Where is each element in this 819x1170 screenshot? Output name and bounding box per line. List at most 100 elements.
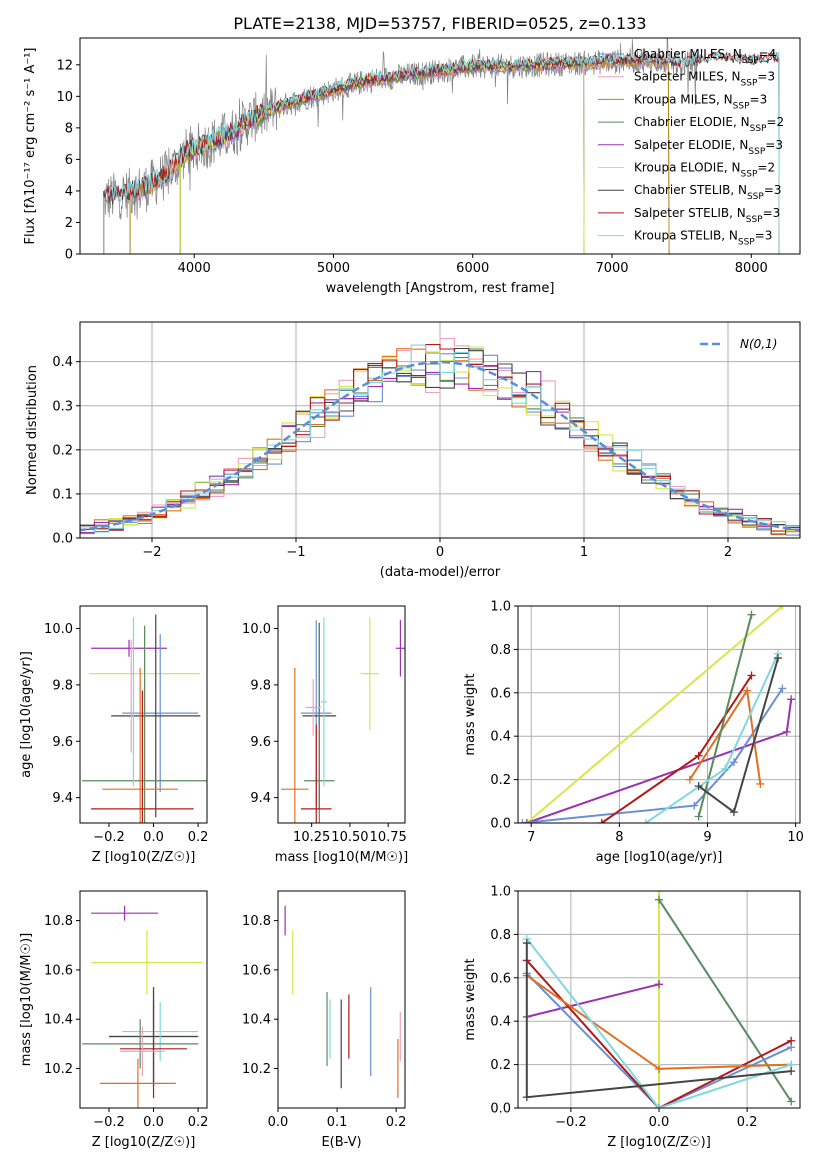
data-point xyxy=(787,695,796,704)
massweight_vs_Z-plot-area xyxy=(522,891,796,1108)
residuals-panel: −2 −1 0 1 2 0.0 0.1 0.2 0.3 0.4 (data-model)/error… xyxy=(25,321,801,580)
y-tick-label: 1.0 xyxy=(490,885,511,900)
x-tick-label: 8000 xyxy=(735,261,768,276)
mass_vs_Z-panel: −0.2 0.0 0.2 10.2 10.4 10.6 10.8 Z [log10(Z/Z☉)… xyxy=(19,890,209,1150)
y-tick-label: 12 xyxy=(56,58,73,73)
weight-line xyxy=(526,959,792,1108)
y-tick-label: 9.8 xyxy=(52,678,73,693)
data-point xyxy=(729,758,738,767)
legend-entry: N(0,1) xyxy=(740,337,777,351)
model-line xyxy=(129,58,670,254)
y-tick-label: 9.6 xyxy=(250,735,271,750)
legend-entry: Kroupa MILES, NSSP=3 xyxy=(634,92,767,111)
data-point xyxy=(747,671,756,680)
data-point xyxy=(694,782,703,791)
data-point xyxy=(655,1104,663,1108)
x-tick-label: 0.0 xyxy=(649,1115,670,1130)
weight-line xyxy=(658,899,793,1103)
spectrum-panel: 4000 5000 6000 7000 8000 0 2 4 6 8 10 12 wavelength … xyxy=(23,37,801,296)
model-line xyxy=(129,55,670,254)
axes-frame xyxy=(277,890,406,1109)
data-point xyxy=(787,1036,796,1045)
data-point xyxy=(747,610,756,619)
mass_vs_Z-plot-area xyxy=(82,905,203,1108)
weight-line xyxy=(645,653,779,823)
data-point xyxy=(655,1064,663,1073)
y-tick-label: 9.4 xyxy=(250,791,271,806)
x-tick-label: 0.0 xyxy=(143,1115,164,1130)
x-tick-label: −0.2 xyxy=(555,1115,587,1130)
y-tick-label: 6 xyxy=(65,153,73,168)
y-tick-label: 10.4 xyxy=(242,1013,271,1028)
axes-frame xyxy=(277,605,406,824)
data-point xyxy=(694,751,703,760)
y-tick-label: 0.0 xyxy=(52,532,73,547)
x-tick-label: 0.2 xyxy=(188,830,209,845)
data-point xyxy=(655,980,663,989)
axes-frame xyxy=(79,321,801,539)
data-point xyxy=(685,775,694,784)
figure-title: PLATE=2138, MJD=53757, FIBERID=0525, z=0… xyxy=(233,14,646,33)
y-tick-label: 0.4 xyxy=(490,1015,511,1030)
data-point xyxy=(655,891,663,895)
x-tick-label: 0.2 xyxy=(386,1115,407,1130)
weight-line xyxy=(522,687,784,823)
x-tick-label: 0.2 xyxy=(188,1115,209,1130)
weight-line xyxy=(697,614,753,817)
residuals-plot-area xyxy=(80,337,800,538)
x-tick-label: 5000 xyxy=(317,261,350,276)
data-point xyxy=(778,606,787,610)
age_vs_mass-plot-area xyxy=(281,617,405,823)
y-tick-label: 0.6 xyxy=(490,971,511,986)
model-line xyxy=(179,59,585,254)
data-point xyxy=(743,686,752,695)
y-tick-label: 10.8 xyxy=(242,914,271,929)
x-tick-label: 10.75 xyxy=(370,830,407,845)
data-point xyxy=(655,895,663,904)
y-tick-label: 0.2 xyxy=(490,773,511,788)
y-tick-label: 10.6 xyxy=(242,963,271,978)
data-point xyxy=(787,1067,796,1076)
y-tick-label: 8 xyxy=(65,121,73,136)
legend: Chabrier MILES, NSSP=4 Salpeter MILES, NS… xyxy=(598,47,784,248)
mass_vs_ebv-plot-area xyxy=(284,905,401,1099)
x-axis-label: E(B-V) xyxy=(321,1135,361,1150)
x-tick-label: −1 xyxy=(286,545,305,560)
x-tick-label: 0.1 xyxy=(327,1115,348,1130)
x-axis-label: Z [log10(Z/Z☉)] xyxy=(92,1135,196,1150)
massweight_vs_age-panel: 7 8 9 10 0.0 0.2 0.4 0.6 0.8 1.0 age [log10(age/yr… xyxy=(463,600,804,866)
x-tick-label: 0.0 xyxy=(268,1115,289,1130)
y-tick-label: 1.0 xyxy=(490,600,511,615)
model-line xyxy=(103,51,780,254)
model-line xyxy=(179,58,585,254)
legend-entry: Salpeter MILES, NSSP=3 xyxy=(634,70,775,89)
y-tick-label: 10.6 xyxy=(44,963,73,978)
y-tick-label: 10.2 xyxy=(242,1062,271,1077)
axes-frame xyxy=(517,605,801,824)
legend-entry: Chabrier STELIB, NSSP=3 xyxy=(634,183,782,202)
y-tick-label: 0.8 xyxy=(490,643,511,658)
y-tick-label: 0.4 xyxy=(490,730,511,745)
x-axis-label: Z [log10(Z/Z☉)] xyxy=(92,850,196,865)
y-tick-label: 9.6 xyxy=(52,735,73,750)
legend-entry: Chabrier MILES, NSSP=4 xyxy=(634,47,776,66)
data-point xyxy=(787,1097,796,1106)
data-point xyxy=(690,801,699,810)
y-axis-label: Flux [fλ10⁻¹⁷ erg cm⁻² s⁻¹ A⁻¹] xyxy=(23,48,38,245)
legend-entry: Chabrier ELODIE, NSSP=2 xyxy=(634,115,784,134)
x-tick-label: 0.0 xyxy=(143,830,164,845)
y-tick-label: 0.2 xyxy=(490,1058,511,1073)
data-point xyxy=(518,819,527,823)
legend-entry: Kroupa ELODIE, NSSP=2 xyxy=(634,161,775,180)
data-point xyxy=(522,939,531,948)
axes-frame xyxy=(517,890,801,1109)
x-axis-label: age [log10(age/yr)] xyxy=(596,850,723,865)
x-tick-label: −0.2 xyxy=(93,1115,125,1130)
y-axis-label: mass [log10(M/M☉)] xyxy=(19,933,34,1066)
x-tick-label: −2 xyxy=(142,545,161,560)
x-tick-label: 6000 xyxy=(456,261,489,276)
y-tick-label: 0.0 xyxy=(490,1102,511,1117)
data-point xyxy=(773,654,782,663)
data-point xyxy=(778,684,787,693)
legend: N(0,1) xyxy=(700,337,777,351)
